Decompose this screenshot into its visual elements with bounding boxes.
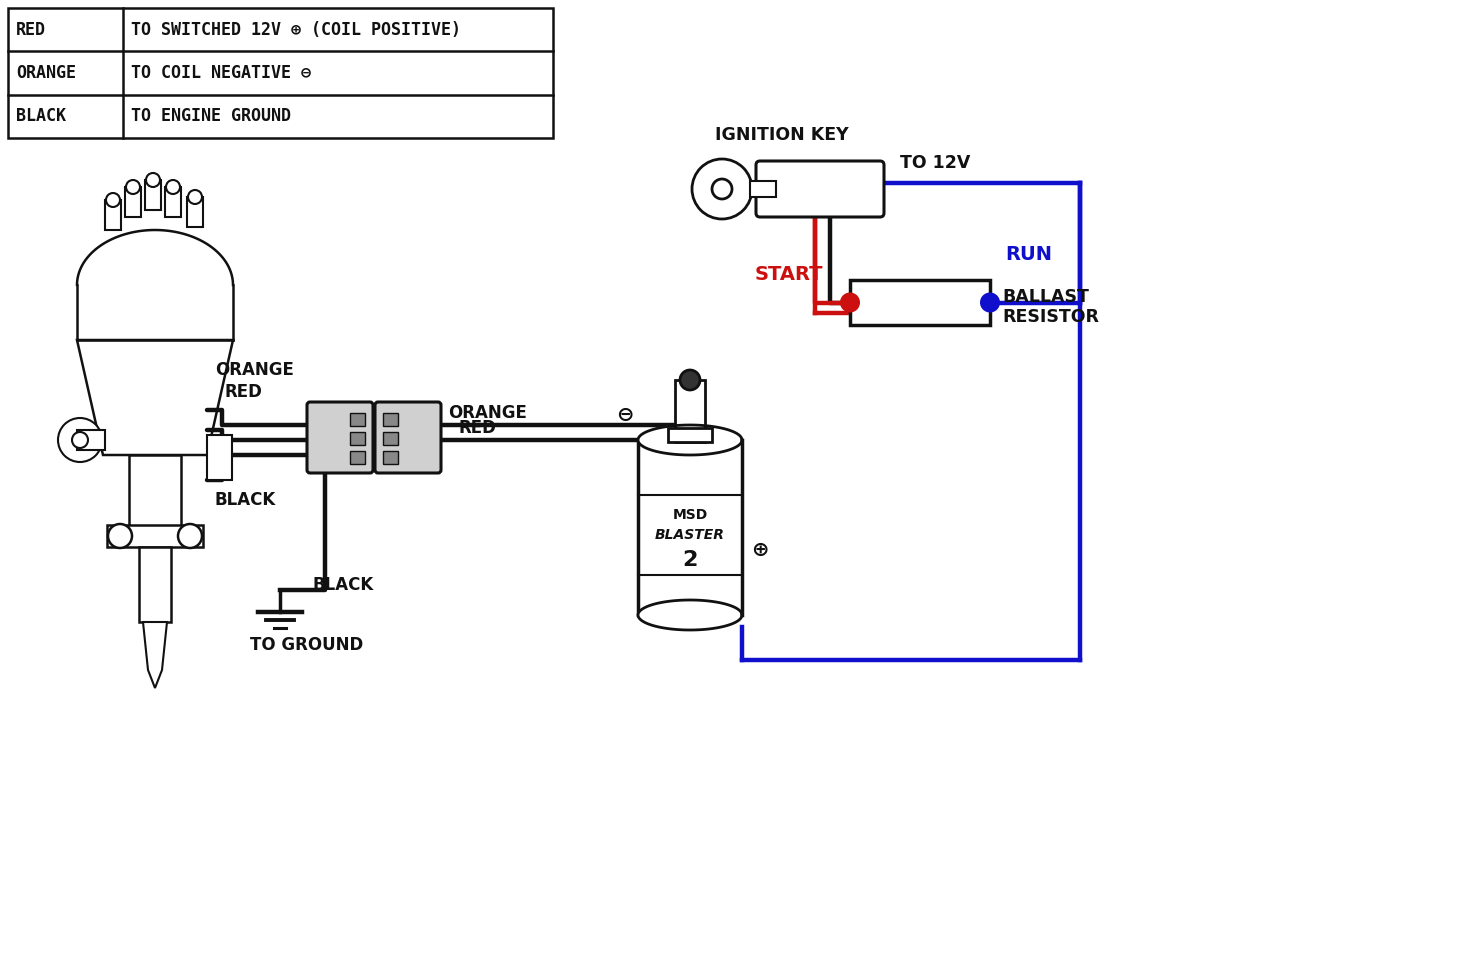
Polygon shape (143, 622, 166, 688)
Text: TO SWITCHED 12V ⊕ (COIL POSITIVE): TO SWITCHED 12V ⊕ (COIL POSITIVE) (131, 20, 461, 39)
Text: MSD: MSD (673, 508, 708, 522)
Polygon shape (638, 600, 742, 630)
Circle shape (839, 292, 860, 313)
Bar (7, 8, 553, 138)
Bar (350, 413, 365, 426)
Bar (105, 200, 121, 230)
Text: IGNITION KEY: IGNITION KEY (715, 126, 848, 144)
Bar (145, 180, 161, 210)
Text: TO GROUND: TO GROUND (250, 636, 364, 654)
Text: ORANGE: ORANGE (16, 64, 76, 82)
Circle shape (72, 432, 88, 448)
FancyBboxPatch shape (375, 402, 441, 473)
Circle shape (188, 190, 201, 204)
Circle shape (980, 292, 1000, 313)
Circle shape (58, 418, 102, 462)
Bar (750, 181, 777, 197)
Text: START: START (755, 265, 823, 285)
Circle shape (126, 180, 140, 194)
Bar (107, 525, 203, 547)
Text: 2: 2 (682, 550, 698, 570)
Text: BLASTER: BLASTER (656, 528, 726, 542)
Circle shape (108, 524, 131, 548)
Bar (850, 280, 990, 325)
Bar (77, 430, 105, 450)
Bar (350, 432, 365, 445)
Polygon shape (638, 425, 742, 455)
Circle shape (107, 193, 120, 207)
Bar (675, 380, 705, 442)
Bar (350, 451, 365, 464)
Bar (128, 455, 181, 530)
Text: ⊕: ⊕ (752, 540, 769, 560)
Text: RED: RED (458, 419, 496, 437)
Bar (383, 413, 399, 426)
Circle shape (692, 159, 752, 219)
Circle shape (178, 524, 201, 548)
FancyBboxPatch shape (756, 161, 883, 217)
Bar (383, 451, 399, 464)
Bar (187, 197, 203, 227)
Text: RED: RED (225, 383, 263, 401)
Bar (139, 547, 171, 622)
Bar (165, 187, 181, 217)
Bar (126, 187, 142, 217)
Circle shape (712, 179, 731, 199)
Text: ORANGE: ORANGE (448, 404, 527, 422)
Polygon shape (77, 340, 234, 455)
Text: TO ENGINE GROUND: TO ENGINE GROUND (131, 107, 291, 125)
Circle shape (166, 180, 180, 194)
Text: BLACK: BLACK (312, 576, 374, 594)
FancyBboxPatch shape (307, 402, 372, 473)
Circle shape (146, 173, 161, 187)
Text: ⊖: ⊖ (616, 405, 634, 425)
Text: TO COIL NEGATIVE ⊖: TO COIL NEGATIVE ⊖ (131, 64, 311, 82)
Text: BLACK: BLACK (215, 491, 276, 509)
Text: BALLAST: BALLAST (1002, 288, 1089, 306)
Text: RUN: RUN (1004, 246, 1053, 264)
Polygon shape (77, 230, 234, 340)
Bar (669, 428, 712, 442)
Text: BLACK: BLACK (16, 107, 66, 125)
Circle shape (680, 370, 699, 390)
Bar (638, 440, 742, 615)
Bar (207, 435, 232, 480)
Text: ORANGE: ORANGE (215, 361, 293, 379)
Text: RESISTOR: RESISTOR (1002, 308, 1099, 326)
Text: TO 12V: TO 12V (899, 154, 971, 172)
Bar (383, 432, 399, 445)
Text: RED: RED (16, 20, 47, 39)
